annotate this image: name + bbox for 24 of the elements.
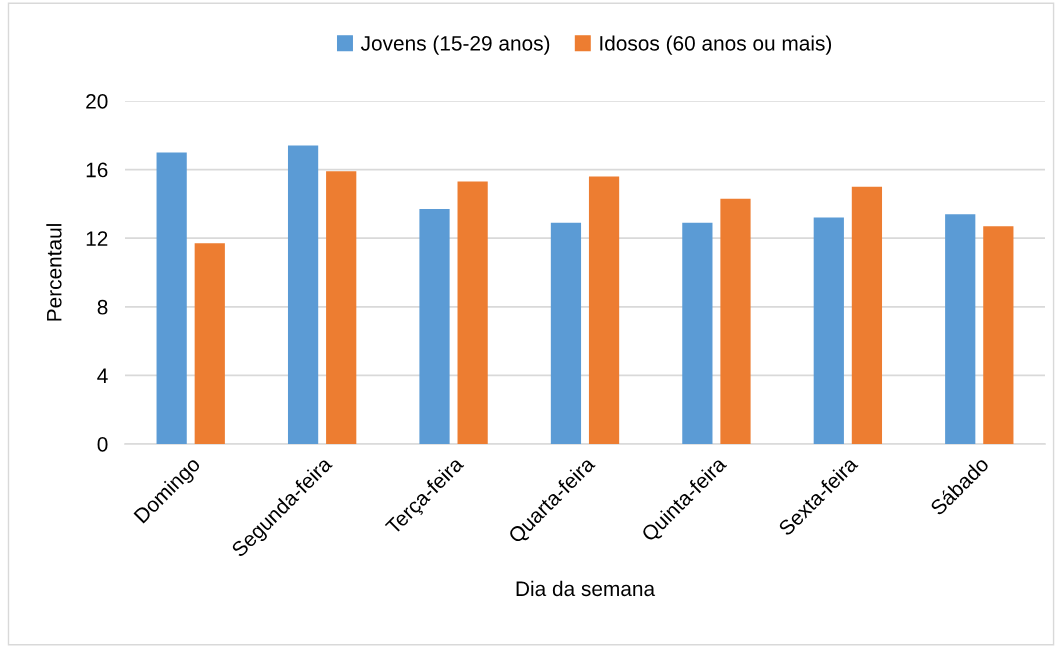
- y-axis-title: Percentaul: [46, 224, 62, 321]
- bar: [720, 198, 751, 444]
- bar: [326, 171, 357, 444]
- bar: [588, 176, 620, 444]
- bar: [851, 186, 883, 444]
- y-tick-label: 0: [97, 437, 108, 452]
- bar: [156, 152, 187, 444]
- bar: [287, 145, 319, 444]
- bar: [983, 226, 1014, 444]
- y-tick-label: 8: [97, 299, 108, 315]
- bar: [550, 222, 582, 444]
- y-tick-label: 4: [97, 368, 108, 383]
- x-axis-title: Dia da semana: [516, 580, 656, 597]
- bar: [945, 214, 976, 444]
- y-tick-label: 16: [86, 162, 108, 178]
- bar: [419, 209, 450, 444]
- bar: [457, 181, 488, 444]
- bar: [813, 217, 844, 444]
- bar: [682, 222, 713, 444]
- y-tick-label: 20: [86, 94, 108, 109]
- legend-label: Jovens (15-29 anos): [360, 35, 550, 55]
- bar: [194, 243, 225, 444]
- y-tick-label: 12: [86, 231, 108, 246]
- legend-label: Idosos (60 anos ou mais): [600, 35, 832, 55]
